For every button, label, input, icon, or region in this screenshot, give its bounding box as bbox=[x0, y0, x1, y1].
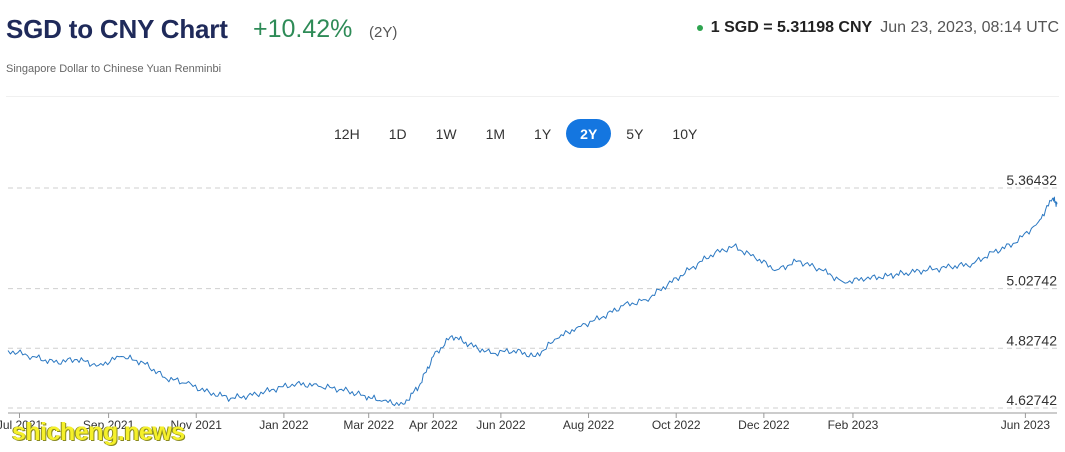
tab-12h[interactable]: 12H bbox=[334, 125, 360, 142]
x-tick-label: Mar 2022 bbox=[343, 418, 394, 432]
x-tick-label: Sep 2021 bbox=[83, 418, 135, 432]
x-tick-label: Nov 2021 bbox=[171, 418, 223, 432]
rate-timestamp: Jun 23, 2023, 08:14 UTC bbox=[880, 19, 1059, 36]
series-line bbox=[7, 196, 1058, 407]
x-tick-label: Jan 2022 bbox=[259, 418, 309, 432]
change-period: (2Y) bbox=[369, 24, 398, 41]
page-title: SGD to CNY Chart bbox=[6, 14, 228, 44]
y-tick-label: 5.02742 bbox=[1006, 273, 1057, 289]
tab-5y[interactable]: 5Y bbox=[626, 125, 644, 142]
x-tick-label: Jun 2023 bbox=[1001, 418, 1051, 432]
change-percent: +10.42% bbox=[253, 15, 353, 43]
x-tick-label: Jun 2022 bbox=[476, 418, 526, 432]
page-subtitle: Singapore Dollar to Chinese Yuan Renminb… bbox=[6, 63, 222, 75]
current-rate: 1 SGD = 5.31198 CNY Jun 23, 2023, 08:14 … bbox=[696, 19, 1059, 37]
header-divider bbox=[6, 96, 1059, 97]
y-tick-label: 4.62742 bbox=[1006, 392, 1057, 408]
tab-10y[interactable]: 10Y bbox=[672, 125, 698, 142]
y-tick-label: 4.82742 bbox=[1006, 332, 1057, 348]
live-dot-icon bbox=[696, 25, 703, 31]
y-tick-label: 5.36432 bbox=[1006, 172, 1057, 188]
x-tick-label: Apr 2022 bbox=[409, 418, 458, 432]
rate-value: 1 SGD = 5.31198 CNY bbox=[710, 19, 873, 36]
x-tick-label: Jul 2021 bbox=[0, 418, 43, 432]
tab-1y[interactable]: 1Y bbox=[534, 125, 552, 142]
tab-1m[interactable]: 1M bbox=[485, 125, 506, 142]
x-tick-label: Dec 2022 bbox=[738, 418, 790, 432]
x-tick-label: Feb 2023 bbox=[828, 418, 879, 432]
x-tick-label: Oct 2022 bbox=[652, 418, 701, 432]
tab-1d[interactable]: 1D bbox=[388, 125, 407, 142]
period-tabs: 12H 1D 1W 1M 1Y 2Y 5Y 10Y bbox=[320, 119, 712, 148]
x-tick-label: Aug 2022 bbox=[563, 418, 615, 432]
tab-1w[interactable]: 1W bbox=[435, 125, 457, 142]
watermark: shicheng.news bbox=[12, 418, 185, 446]
tab-2y[interactable]: 2Y bbox=[566, 119, 612, 148]
